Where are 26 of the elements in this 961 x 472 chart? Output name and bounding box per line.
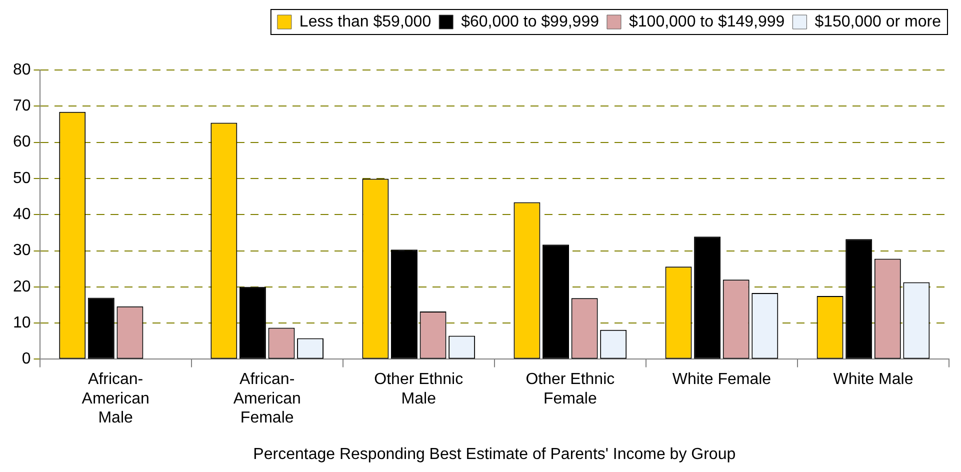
legend-label: $100,000 to $149,999 xyxy=(628,13,785,30)
y-tick-label: 20 xyxy=(13,278,31,296)
bar xyxy=(846,239,872,359)
x-tick-label: Other Ethnic Male xyxy=(374,371,464,408)
x-axis-title: Percentage Responding Best Estimate of Parents' Income by Group xyxy=(253,446,736,463)
x-tick-label: African-American Female xyxy=(233,371,301,427)
y-tick-label: 40 xyxy=(13,206,31,224)
y-tick-label: 50 xyxy=(13,170,31,187)
bar xyxy=(542,244,570,359)
bar xyxy=(694,236,721,359)
y-tick-label: 60 xyxy=(13,134,31,151)
y-tick-label: 70 xyxy=(13,98,31,115)
x-tick-label: Other Ethnic Female xyxy=(526,371,615,408)
bar xyxy=(88,298,114,359)
x-tick-label: African-American Male xyxy=(82,371,150,427)
legend-label: $60,000 to $99,999 xyxy=(461,13,600,30)
y-tick-label: 0 xyxy=(22,350,31,368)
legend-label: Less than $59,000 xyxy=(299,13,432,30)
legend-label: $150,000 or more xyxy=(814,13,942,30)
bar xyxy=(390,250,418,359)
bar xyxy=(239,286,266,359)
y-tick-label: 10 xyxy=(13,314,31,332)
x-tick-label: White Female xyxy=(672,371,772,388)
x-tick-label: White Male xyxy=(833,371,914,388)
y-tick-label: 80 xyxy=(13,61,31,78)
y-tick-label: 30 xyxy=(13,242,31,260)
